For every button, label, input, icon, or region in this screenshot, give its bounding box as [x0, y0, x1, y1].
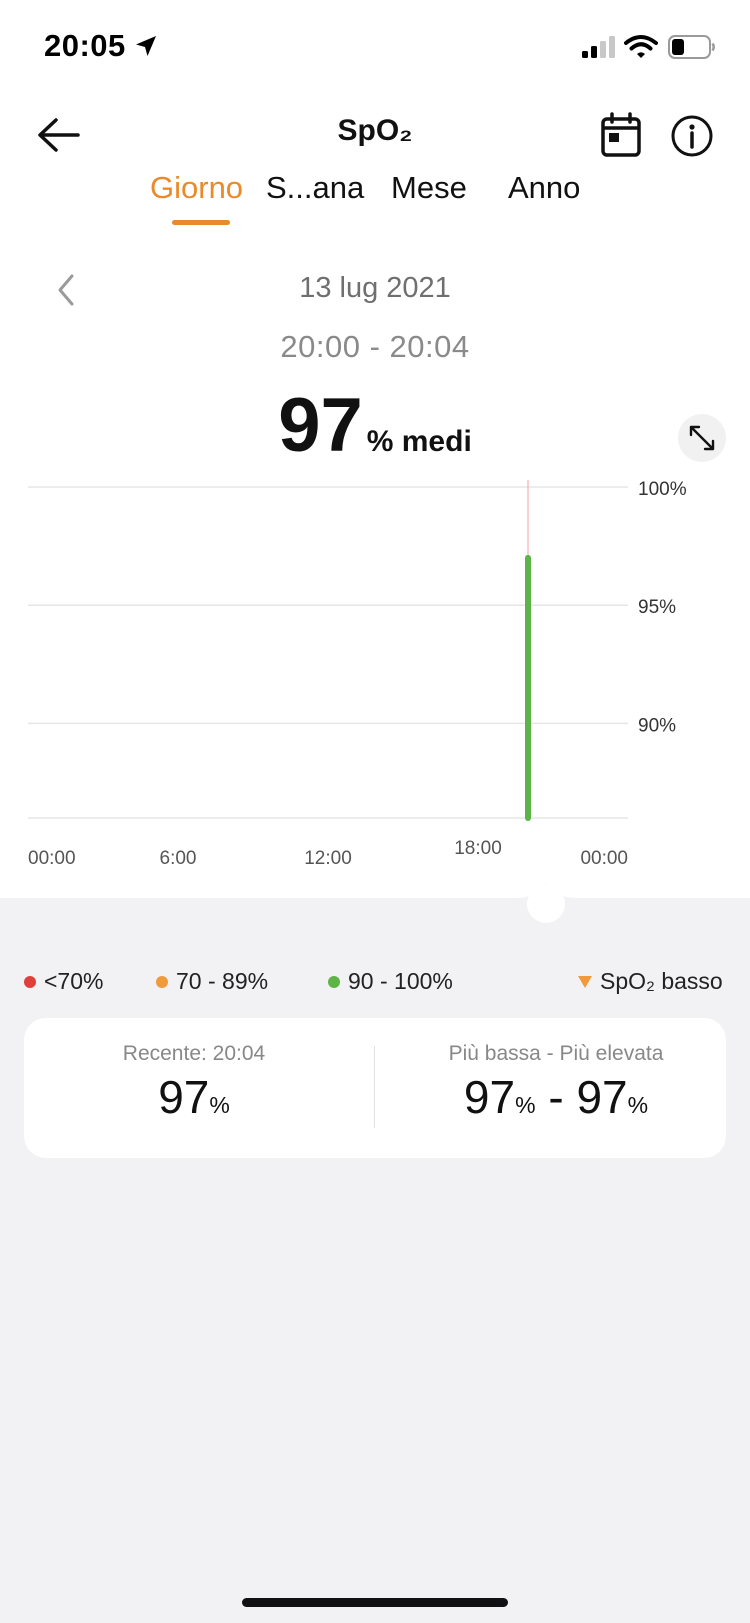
expand-icon: [689, 425, 715, 451]
battery-icon: [668, 35, 715, 59]
tab-giorno[interactable]: Giorno: [150, 170, 244, 205]
chart-legend: <70% 70 - 89% 90 - 100% SpO₂ basso: [0, 968, 750, 1008]
legend-item-70-89: 70 - 89%: [156, 968, 268, 995]
recent-unit: %: [209, 1092, 230, 1118]
chevron-left-icon[interactable]: [52, 270, 82, 310]
legend-item-below-70: <70%: [24, 968, 103, 995]
legend-label: 90 - 100%: [348, 968, 453, 994]
recent-stat: Recente: 20:04 97%: [24, 1018, 364, 1158]
y-tick-label: 90%: [638, 715, 676, 736]
legend-item-90-100: 90 - 100%: [328, 968, 453, 995]
home-indicator: [242, 1598, 508, 1607]
y-tick-label: 100%: [638, 480, 687, 500]
average-summary: 97% medi: [0, 382, 750, 469]
legend-item-low-spo2: SpO₂ basso: [578, 968, 723, 995]
tab-mese[interactable]: Mese: [391, 170, 467, 205]
average-unit: % medi: [366, 425, 472, 458]
green-dot-icon: [328, 975, 340, 988]
status-time: 20:05: [44, 28, 126, 63]
recent-number: 97: [158, 1071, 210, 1123]
recent-label: Recente: 20:04: [122, 1042, 266, 1065]
min-number: 97: [463, 1071, 516, 1123]
x-tick-label: 00:00: [580, 848, 628, 869]
legend-label: <70%: [44, 968, 104, 994]
stats-divider: [374, 1046, 375, 1128]
x-tick-label: 18:00: [454, 838, 502, 859]
location-arrow-icon: [136, 36, 156, 56]
wifi-icon: [624, 35, 658, 58]
stats-card: Recente: 20:04 97% Più bassa - Più eleva…: [24, 1018, 726, 1158]
date-label: 13 lug 2021: [299, 272, 451, 304]
back-arrow-icon[interactable]: [34, 110, 84, 160]
recent-value: 97%: [24, 1070, 364, 1124]
calendar-icon[interactable]: [600, 112, 642, 158]
max-number: 97: [576, 1071, 628, 1123]
x-tick-label: 6:00: [160, 848, 197, 869]
page-title: SpO₂: [337, 114, 413, 147]
legend-label: SpO₂ basso: [600, 968, 723, 994]
legend-label: 70 - 89%: [176, 968, 269, 994]
time-range-label: 20:00 - 20:04: [280, 329, 470, 364]
tab-settimana[interactable]: S...ana: [266, 170, 365, 205]
spo2-chart: 100% 95% 90% 00:00 6:00 12:00 18:00 00:00: [28, 480, 687, 869]
x-tick-label: 12:00: [304, 848, 352, 869]
chart-cursor-handle[interactable]: [516, 874, 576, 934]
range-stat: Più bassa - Più elevata 97% - 97%: [386, 1018, 726, 1158]
range-value: 97% - 97%: [386, 1070, 726, 1124]
tab-anno[interactable]: Anno: [508, 170, 581, 205]
x-tick-label: 00:00: [28, 848, 76, 869]
y-tick-label: 95%: [638, 597, 676, 618]
period-tabs: Giorno S...ana Mese Anno: [0, 170, 750, 230]
active-tab-underline: [172, 220, 230, 225]
orange-dot-icon: [156, 975, 168, 988]
max-unit: %: [627, 1092, 649, 1118]
triangle-down-icon: [578, 975, 592, 988]
range-label: Più bassa - Più elevata: [448, 1042, 664, 1065]
min-unit: %: [515, 1092, 536, 1118]
expand-button[interactable]: [678, 414, 726, 462]
average-value: 97: [278, 383, 363, 468]
info-icon[interactable]: [670, 114, 714, 158]
range-separator: -: [548, 1071, 564, 1123]
red-dot-icon: [24, 975, 36, 988]
status-bar: 20:05: [0, 0, 750, 92]
cellular-signal-icon: [582, 36, 615, 58]
